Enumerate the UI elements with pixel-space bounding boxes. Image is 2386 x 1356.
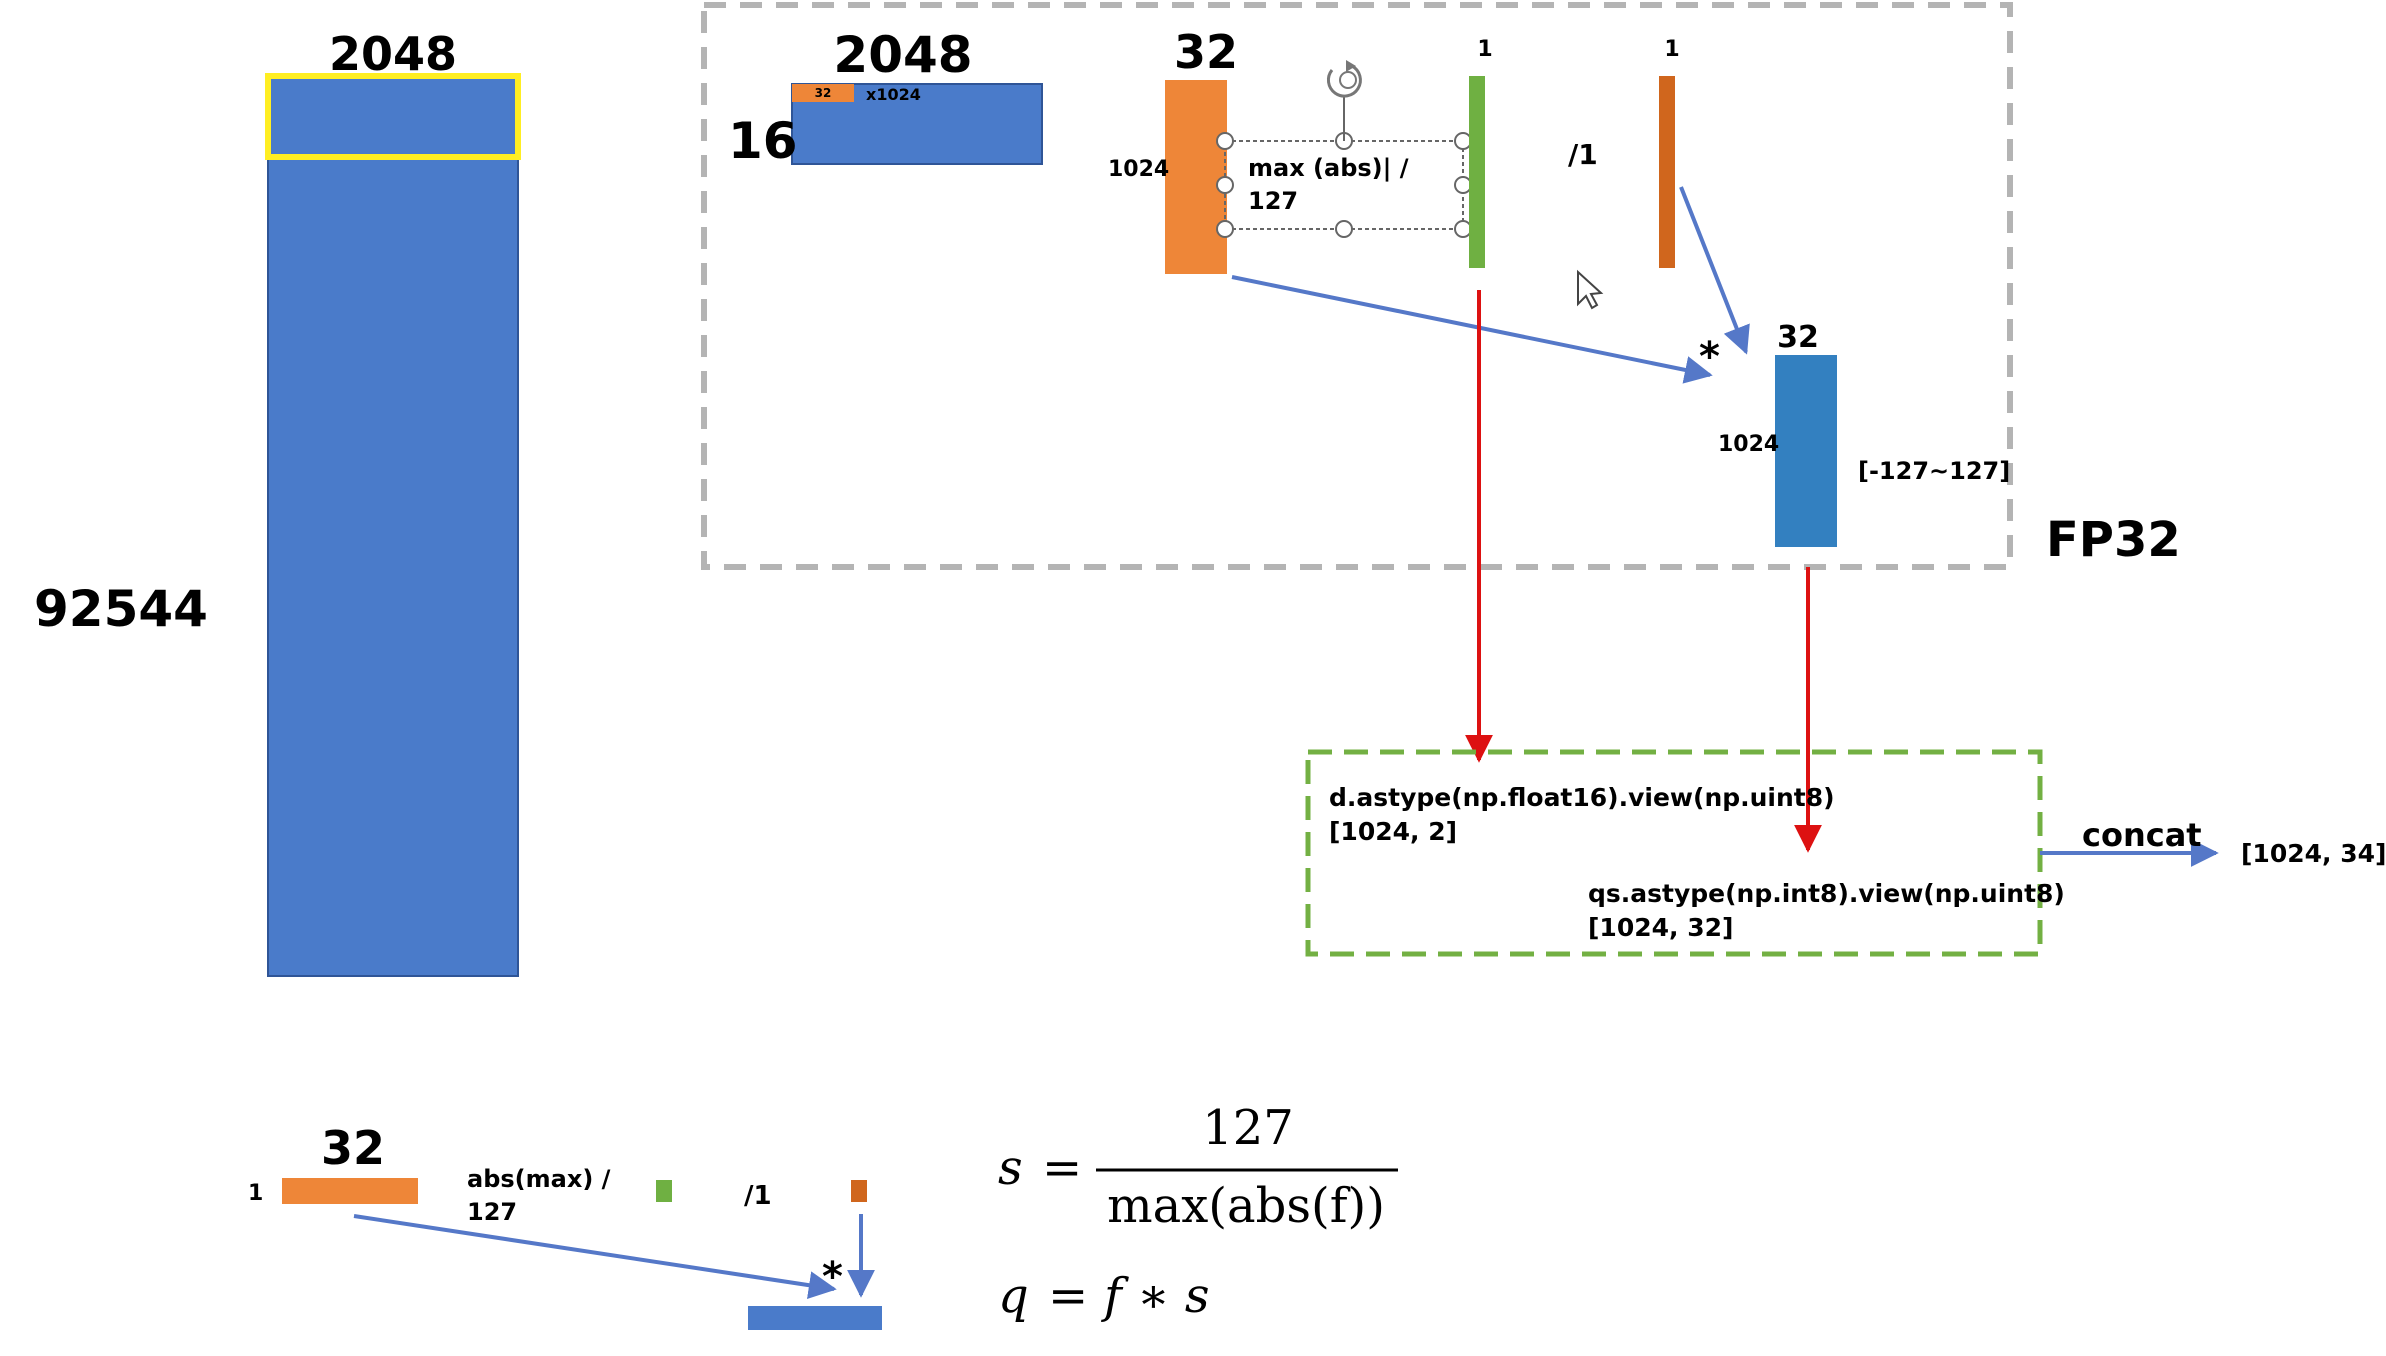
block-inner-label: 32 [815,86,832,100]
eq-q-lhs: q [998,1268,1029,1324]
legend-quantized [748,1306,882,1330]
block-width-label: 2048 [833,26,972,84]
fp32-group-box [701,2,2013,570]
output-line2-shape: [1024, 32] [1588,913,1733,942]
big-matrix-width-label: 2048 [329,27,457,81]
q-rows-label: 1024 [1718,432,1779,457]
concat-label: concat [2082,816,2202,854]
block-inner-chunk [792,84,854,102]
group-cols-label: 32 [1174,25,1238,79]
highlight-block [265,73,521,160]
legend-cols-label: 32 [321,1121,385,1175]
mouse-cursor-icon [1577,269,1604,310]
eq-q-equals: = [1048,1268,1088,1324]
eq-s-numerator: 127 [1202,1100,1294,1156]
big-matrix [267,77,519,977]
eq-s-equals: = [1042,1140,1082,1196]
scale-column [1469,76,1485,268]
group-rows-label: 1024 [1108,157,1169,182]
legend-arrow-row [353,1214,837,1300]
legend-scale [656,1180,672,1202]
fp32-label: FP32 [2046,512,2181,568]
legend-multiply-label: * [822,1254,843,1300]
arrow-group-to-quant [1231,275,1713,384]
output-line2-code: qs.astype(np.int8).view(np.uint8) [1588,879,2065,908]
legend-formula-line2: 127 [467,1198,517,1226]
q-range-label: [-127~127] [1858,457,2010,485]
legend-rows-label: 1 [248,1181,263,1206]
rotate-handle-icon[interactable] [1326,60,1362,98]
final-shape-label: [1024, 34] [2241,839,2386,868]
group-tensor [1165,80,1227,274]
formula-selection-box[interactable] [1216,96,1472,238]
formula-line2: 127 [1248,187,1298,215]
big-matrix-height-label: 92544 [34,580,208,638]
legend-result [851,1180,867,1202]
output-line1-code: d.astype(np.float16).view(np.uint8) [1329,783,1835,812]
eq-q-rhs: f ∗ s [1101,1268,1210,1324]
arrow-result-to-quant [1679,186,1750,355]
block-repeat-label: x1024 [866,85,921,104]
eq-s-denominator: max(abs(f)) [1107,1178,1385,1234]
legend-formula-line1: abs(max) / [467,1165,611,1193]
q-cols-label: 32 [1777,320,1819,355]
block-rows-label: 16 [728,112,798,170]
scale-cols-label: 1 [1477,37,1492,62]
result-cols-label: 1 [1664,37,1679,62]
result-column [1659,76,1675,268]
divide-label: /1 [1568,138,1598,171]
quantized-tensor [1775,355,1837,547]
legend-row-tensor [282,1178,418,1204]
formula-line1: max (abs)| / [1248,154,1409,182]
legend-divide-label: /1 [744,1181,772,1211]
eq-s-lhs: s [998,1140,1023,1196]
output-line1-shape: [1024, 2] [1329,817,1457,846]
